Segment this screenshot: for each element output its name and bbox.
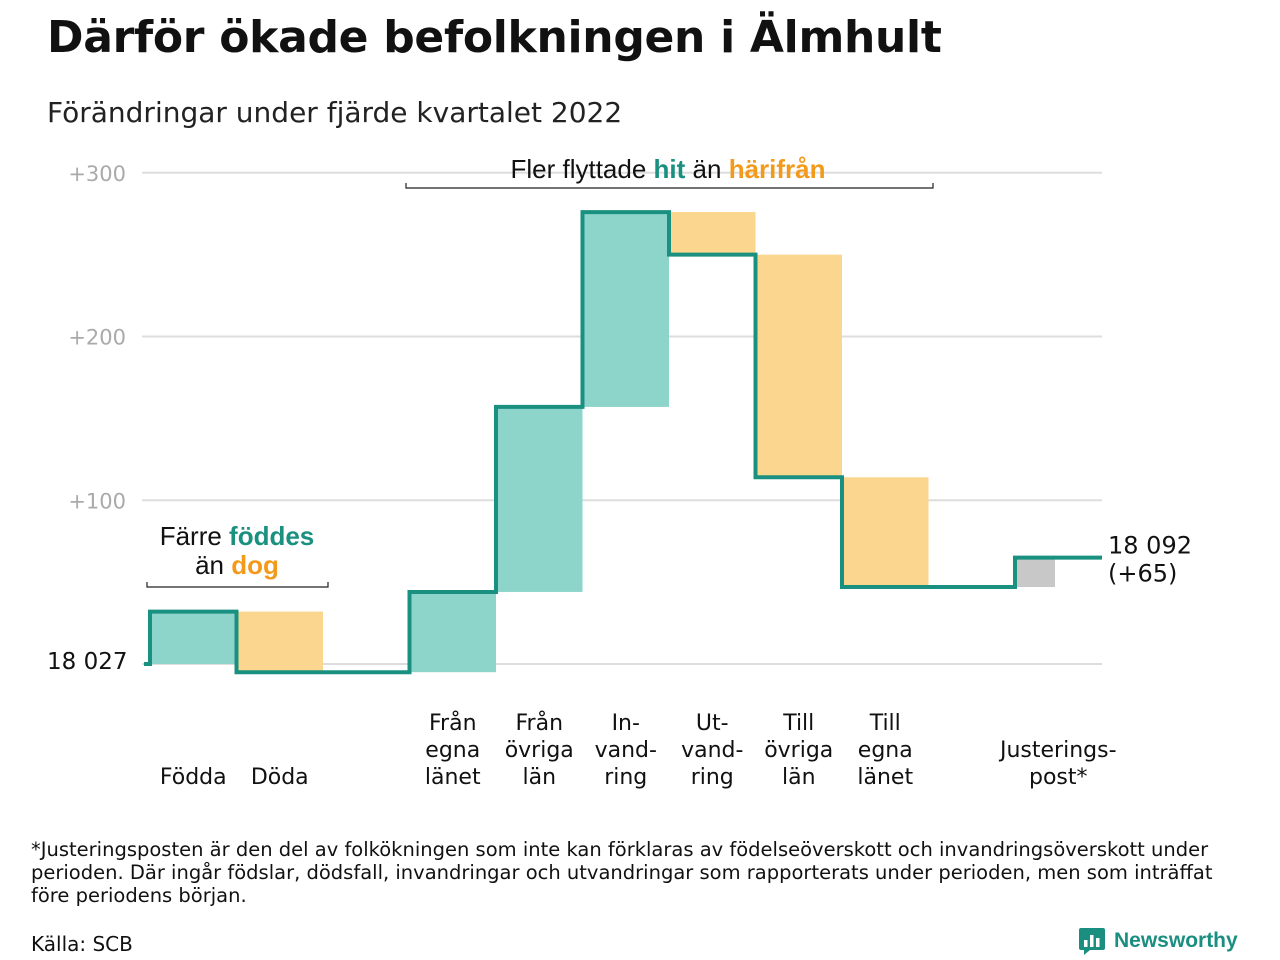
category-label: Födda	[160, 765, 227, 790]
category-label: Från	[515, 710, 563, 736]
bar-decrease	[755, 254, 842, 478]
end-change-label: (+65)	[1108, 560, 1177, 588]
source-credit: Källa: SCB	[31, 932, 133, 956]
category-label: vand-	[595, 738, 657, 763]
births-annotation-line1: Färre föddes	[160, 521, 315, 551]
annotation-text: än	[685, 154, 728, 184]
category-label: Till	[782, 711, 814, 736]
category-label: egna	[425, 738, 480, 763]
annotation-text: än	[195, 550, 231, 580]
migration-annotation: Fler flyttade hit än härifrån	[510, 154, 825, 184]
migration-bracket	[405, 183, 934, 189]
category-label: egna	[858, 738, 913, 763]
category-label: Från	[429, 710, 477, 736]
category-label: ring	[604, 765, 647, 790]
annotation-highlight-orange: härifrån	[729, 154, 826, 184]
footnote: *Justeringsposten är den del av folkökni…	[31, 838, 1213, 907]
category-label: län	[522, 765, 556, 790]
category-label: övriga	[764, 738, 833, 763]
annotation-highlight-teal: föddes	[229, 521, 314, 551]
end-value-label: 18 092	[1108, 532, 1192, 560]
bar-decrease	[842, 477, 929, 588]
category-label: Ut-	[696, 711, 729, 736]
annotation-text: Fler flyttade	[510, 154, 653, 184]
brand-name: Newsworthy	[1114, 929, 1238, 952]
y-tick-label: +100	[68, 489, 126, 513]
births-annotation-line2: än dog	[195, 550, 279, 580]
category-label: övriga	[505, 738, 574, 763]
annotation-highlight-orange: dog	[231, 550, 279, 580]
category-label: post*	[1029, 765, 1088, 790]
population-line	[144, 210, 1102, 675]
bar-decrease	[669, 212, 756, 255]
category-label: Justerings-	[998, 738, 1117, 763]
bar-increase	[150, 611, 237, 664]
category-label: vand-	[681, 738, 743, 763]
annotation-highlight-teal: hit	[654, 154, 686, 184]
bar-decrease	[236, 611, 323, 673]
chart-title: Därför ökade befolkningen i Älmhult	[47, 12, 942, 63]
bar-increase	[409, 591, 496, 673]
bar-increase	[496, 406, 583, 592]
category-label: Döda	[251, 765, 309, 790]
newsworthy-logo-icon	[1079, 928, 1105, 955]
y-tick-label: +300	[68, 162, 126, 186]
annotation-text: Färre	[160, 521, 229, 551]
chart-subtitle: Förändringar under fjärde kvartalet 2022	[47, 96, 623, 129]
category-label: ring	[691, 765, 734, 790]
births-bracket	[146, 582, 329, 588]
start-value-label: 18 027	[47, 649, 127, 675]
bar-adjust	[1017, 557, 1055, 588]
category-label: län	[782, 765, 816, 790]
category-label: länet	[857, 765, 913, 790]
category-label: In-	[612, 711, 640, 736]
y-tick-label: +200	[68, 326, 126, 350]
category-label: Till	[869, 711, 901, 736]
brand-logo: Newsworthy	[1078, 926, 1238, 956]
bar-increase	[582, 212, 669, 407]
category-label: länet	[425, 765, 481, 790]
